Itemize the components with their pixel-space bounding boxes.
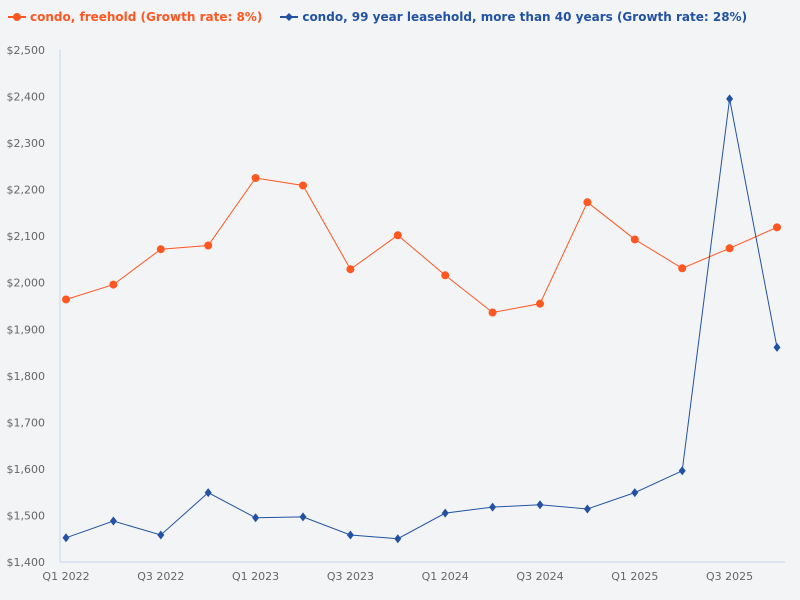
series-line-1	[65, 98, 778, 540]
data-point	[299, 512, 307, 522]
x-tick-label: Q1 2023	[232, 570, 279, 583]
data-point	[157, 530, 165, 540]
x-tick-label: Q1 2025	[611, 570, 658, 583]
data-point	[62, 295, 70, 304]
data-point	[156, 245, 165, 254]
data-point	[583, 504, 591, 514]
data-point	[251, 174, 260, 182]
data-point	[346, 530, 354, 540]
data-point	[346, 265, 355, 274]
legend-item-leasehold[interactable]: condo, 99 year leasehold, more than 40 y…	[280, 10, 747, 24]
data-point	[773, 223, 781, 232]
data-point	[441, 508, 449, 518]
x-tick-label: Q3 2024	[516, 570, 563, 583]
x-tick-label: Q3 2025	[706, 570, 753, 583]
y-tick-label: $2,300	[7, 137, 46, 150]
data-point	[489, 502, 497, 512]
data-point	[630, 235, 639, 244]
data-point	[773, 342, 781, 352]
y-tick-label: $1,900	[7, 323, 46, 336]
data-point	[62, 533, 70, 543]
data-point	[631, 488, 639, 498]
data-point	[536, 500, 544, 510]
diamond-marker-icon	[280, 13, 299, 21]
data-point	[204, 488, 212, 498]
data-point	[583, 198, 592, 207]
legend-item-freehold[interactable]: condo, freehold (Growth rate: 8%)	[8, 10, 262, 24]
y-tick-label: $2,500	[7, 44, 46, 57]
data-point	[678, 466, 686, 476]
legend-label: condo, freehold (Growth rate: 8%)	[30, 10, 263, 24]
legend: condo, freehold (Growth rate: 8%) condo,…	[8, 10, 747, 24]
y-tick-label: $2,200	[7, 184, 46, 197]
circle-marker-icon	[8, 13, 26, 21]
data-point	[109, 280, 118, 289]
y-tick-label: $2,000	[7, 277, 46, 290]
y-tick-label: $2,100	[7, 230, 46, 243]
series-line-0	[65, 177, 778, 314]
data-point	[678, 264, 687, 273]
data-point	[299, 181, 307, 190]
x-tick-label: Q3 2023	[327, 570, 374, 583]
x-tick-label: Q1 2024	[422, 570, 469, 583]
data-point	[204, 241, 213, 250]
y-tick-label: $1,500	[7, 509, 46, 522]
y-tick-label: $1,400	[7, 556, 46, 569]
data-point	[536, 299, 544, 308]
data-point	[109, 516, 117, 526]
y-tick-label: $1,800	[7, 370, 46, 383]
data-point	[393, 231, 402, 240]
legend-label: condo, 99 year leasehold, more than 40 y…	[302, 10, 748, 24]
data-point	[252, 513, 260, 523]
y-tick-label: $2,400	[7, 91, 46, 104]
y-tick-label: $1,600	[7, 463, 46, 476]
data-point	[725, 244, 734, 253]
data-point	[726, 94, 734, 104]
x-tick-label: Q1 2022	[42, 570, 89, 583]
data-point	[441, 271, 450, 280]
data-point	[394, 534, 402, 544]
y-tick-label: $1,700	[7, 416, 46, 429]
data-point	[488, 308, 497, 317]
x-tick-label: Q3 2022	[137, 570, 184, 583]
